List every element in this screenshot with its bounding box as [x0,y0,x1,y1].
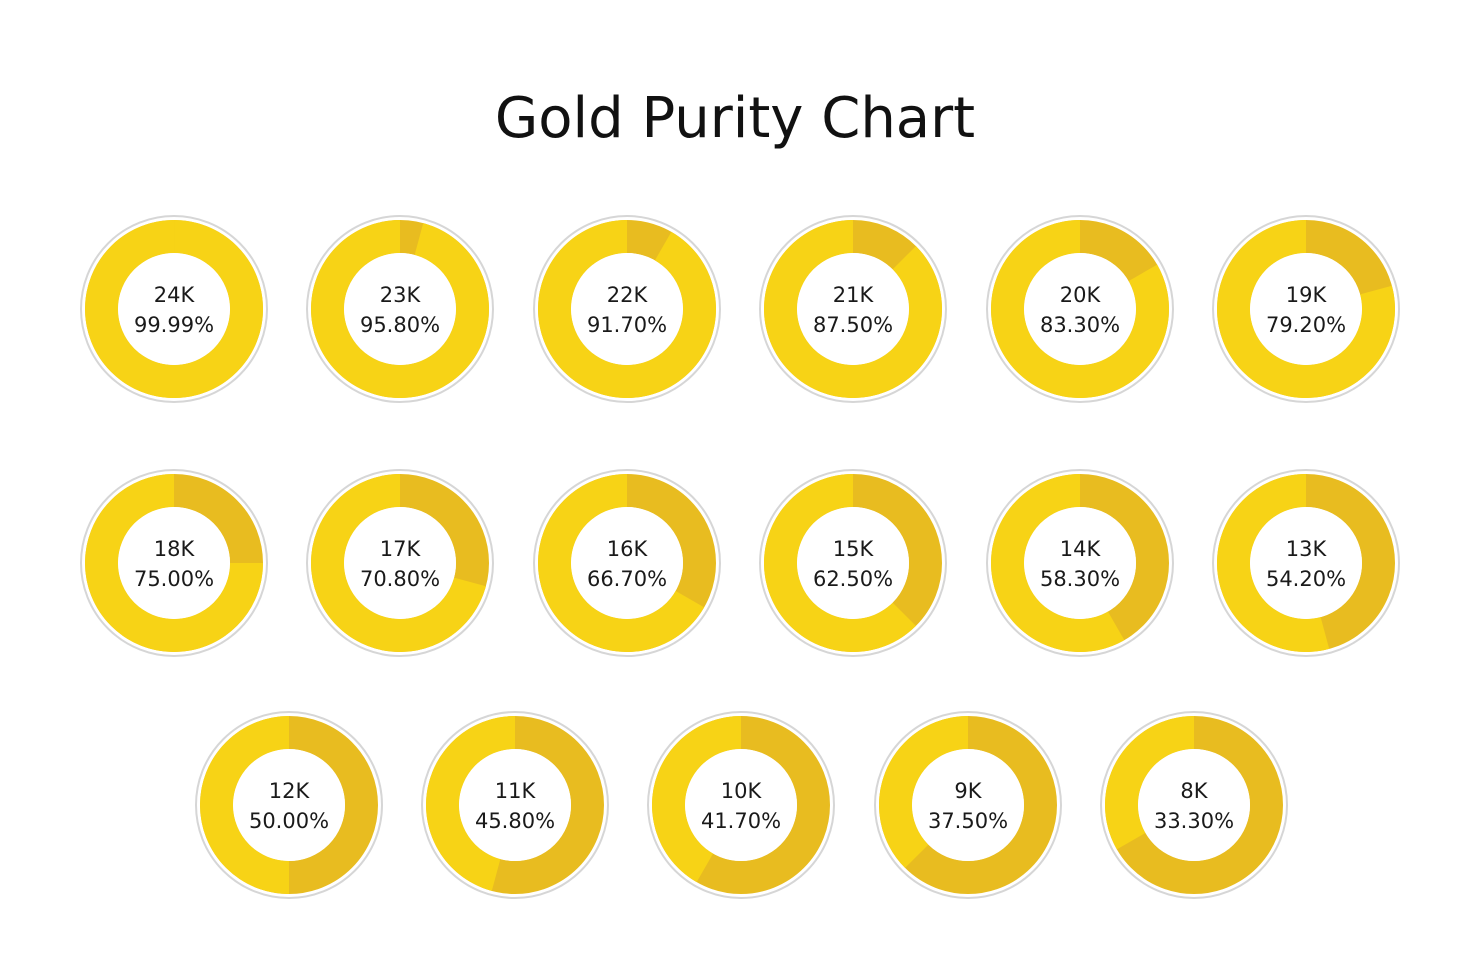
donut-gold-slice [85,220,264,398]
donut-center [459,749,571,861]
donut-center [1250,253,1362,365]
donut-center [344,507,456,619]
purity-label: 83.30% [1040,313,1120,337]
donut-13k: 13K 54.20% [1212,469,1400,657]
donut-21k: 21K 87.50% [759,215,947,403]
purity-label: 70.80% [360,567,440,591]
donut-11k: 11K 45.80% [421,711,609,899]
purity-label: 45.80% [475,809,555,833]
donut-gold-slice [200,716,289,894]
donut-16k: 16K 66.70% [533,469,721,657]
donut-gold-slice [538,220,716,399]
donut-23k: 23K 95.80% [306,215,494,403]
donut-center [685,749,797,861]
donut-14k: 14K 58.30% [986,469,1174,657]
karat-label: 16K [607,537,649,561]
karat-label: 12K [269,779,311,803]
donut-17k: 17K 70.80% [306,469,494,657]
karat-label: 14K [1060,537,1102,561]
donut-center [571,507,683,619]
karat-label: 20K [1060,283,1102,307]
karat-label: 23K [380,283,422,307]
donut-gold-slice [85,474,263,652]
purity-label: 37.50% [928,809,1008,833]
donut-24k: 24K 99.99% [80,215,268,403]
purity-label: 87.50% [813,313,893,337]
donut-center [118,507,230,619]
purity-label: 75.00% [134,567,214,591]
karat-label: 19K [1286,283,1328,307]
karat-label: 15K [833,537,875,561]
karat-label: 18K [154,537,196,561]
karat-label: 9K [954,779,982,803]
donut-gold-slice [1105,716,1194,850]
donut-15k: 15K 62.50% [759,469,947,657]
donut-18k: 18K 75.00% [80,469,268,657]
donut-center [233,749,345,861]
donut-gold-slice [426,716,515,891]
donut-20k: 20K 83.30% [986,215,1174,403]
donut-gold-slice [991,474,1125,652]
purity-label: 54.20% [1266,567,1346,591]
purity-label: 95.80% [360,313,440,337]
donut-gold-slice [538,474,705,653]
karat-label: 24K [154,283,196,307]
chart-title: Gold Purity Chart [494,86,976,151]
donut-center [797,253,909,365]
donut-gold-slice [763,474,916,653]
purity-label: 99.99% [134,313,214,337]
purity-label: 50.00% [249,809,329,833]
karat-label: 8K [1180,779,1208,803]
donut-center [797,507,909,619]
purity-label: 41.70% [701,809,781,833]
donut-center [344,253,456,365]
donut-center [1138,749,1250,861]
karat-label: 17K [380,537,422,561]
karat-label: 22K [607,283,649,307]
purity-label: 58.30% [1040,567,1120,591]
donut-gold-slice [879,715,968,868]
donut-12k: 12K 50.00% [195,711,383,899]
purity-label: 91.70% [587,313,667,337]
donut-center [1024,253,1136,365]
donut-gold-slice [1216,474,1330,653]
donut-gold-slice [764,220,942,398]
donut-19k: 19K 79.20% [1212,215,1400,403]
donut-center [1250,507,1362,619]
donut-10k: 10K 41.70% [647,711,835,899]
purity-label: 66.70% [587,567,667,591]
donut-gold-slice [311,220,489,399]
donut-gold-slice [311,474,486,652]
karat-label: 10K [721,779,763,803]
donut-22k: 22K 91.70% [533,215,721,403]
donut-9k: 9K 37.50% [874,711,1062,899]
purity-label: 33.30% [1154,809,1234,833]
karat-label: 21K [833,283,875,307]
karat-label: 11K [495,779,537,803]
donut-gold-slice [1217,220,1395,399]
karat-label: 13K [1286,537,1328,561]
donut-center [1024,507,1136,619]
donut-center [571,253,683,365]
donut-gold-slice [991,220,1169,398]
donut-gold-slice [651,716,741,883]
purity-label: 79.20% [1266,313,1346,337]
donut-center [912,749,1024,861]
purity-label: 62.50% [813,567,893,591]
donut-center [118,253,230,365]
donut-8k: 8K 33.30% [1100,711,1288,899]
